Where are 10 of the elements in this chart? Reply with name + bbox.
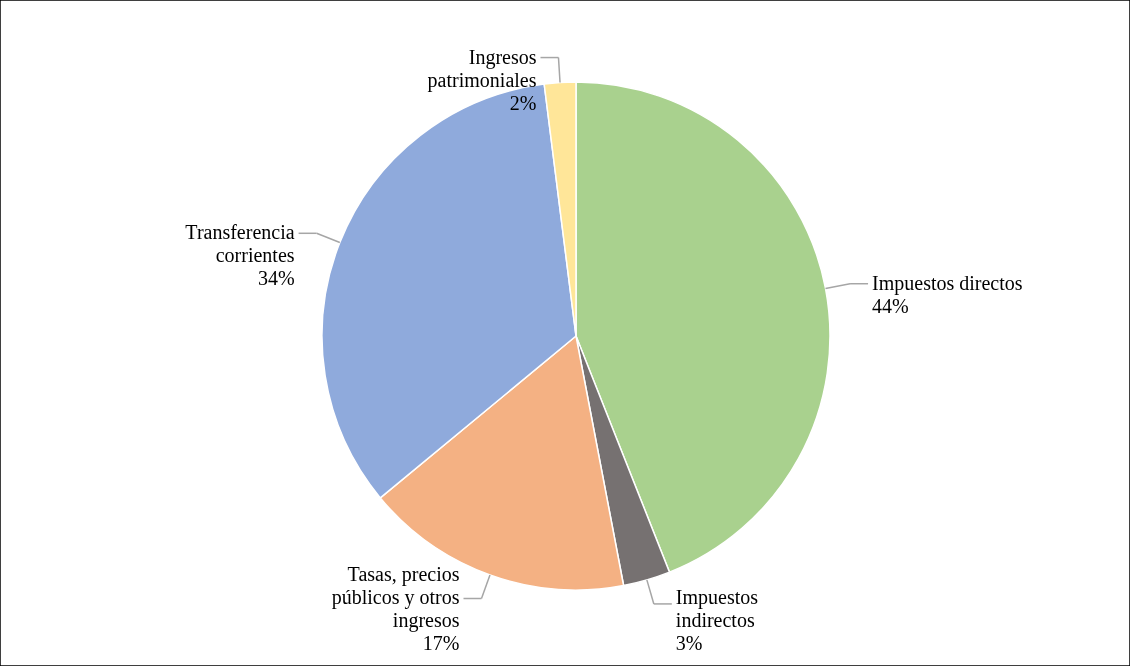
slice-label: Ingresos patrimoniales bbox=[427, 45, 537, 92]
data-label: 2% bbox=[509, 91, 537, 114]
data-label: 17% bbox=[422, 632, 460, 654]
data-label: 34% bbox=[257, 267, 295, 290]
data-label: 44% bbox=[872, 294, 909, 317]
slice-label: Impuestos directos bbox=[872, 271, 1023, 295]
data-label: 3% bbox=[675, 632, 703, 654]
slice-label: Impuestos indirectos bbox=[675, 586, 759, 631]
slice-label: Transferencia corrientes bbox=[185, 221, 295, 267]
slice-label: Tasas, precios públicos y otros ingresos bbox=[331, 563, 460, 632]
